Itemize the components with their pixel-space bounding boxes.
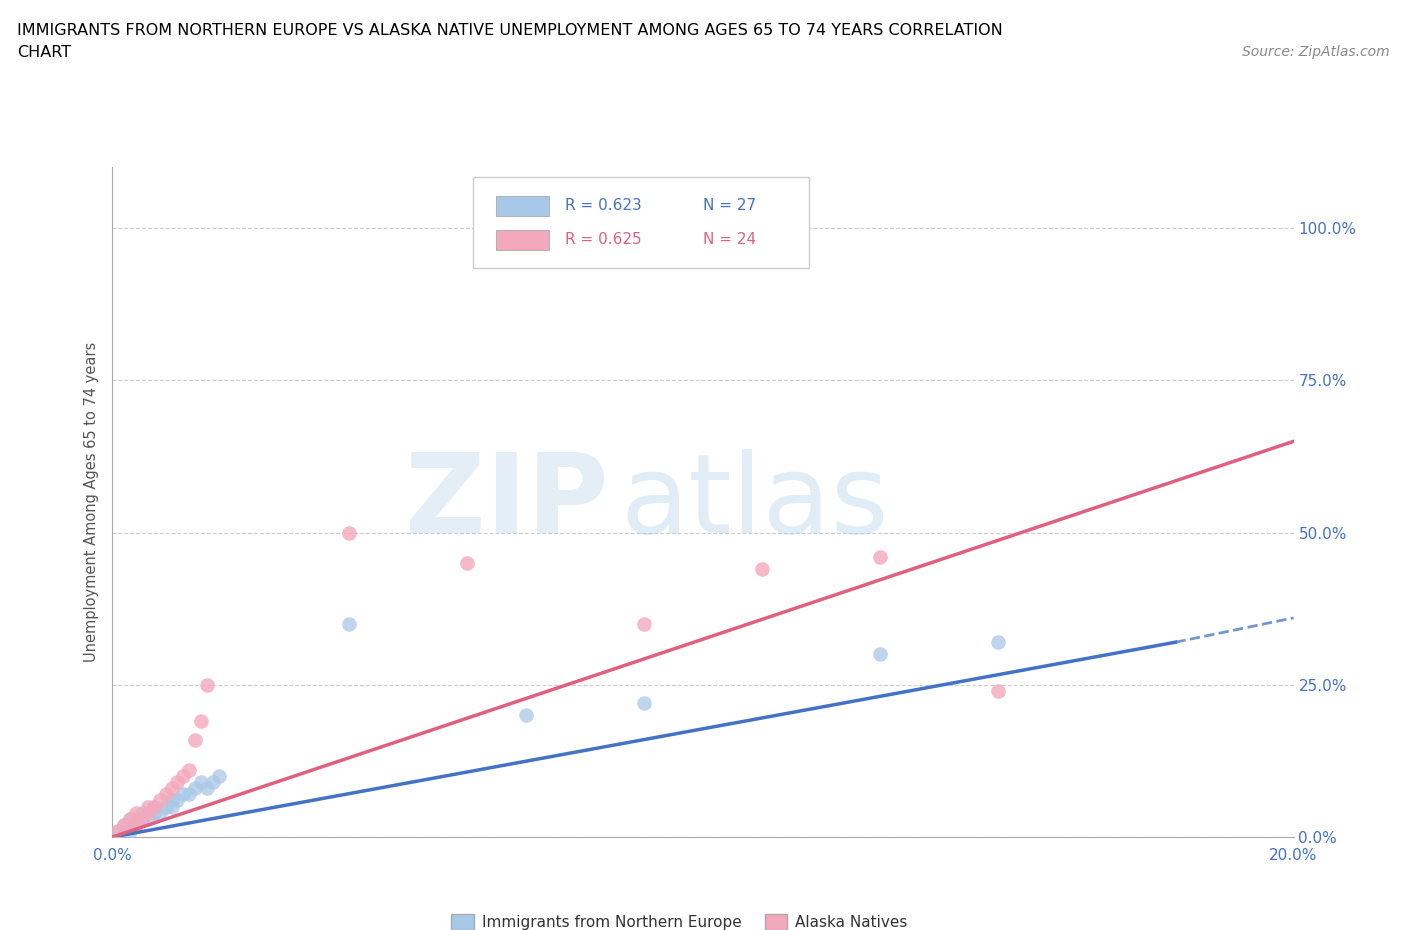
Text: CHART: CHART <box>17 45 70 60</box>
Point <box>869 550 891 565</box>
Point <box>190 714 212 729</box>
Point <box>131 805 153 820</box>
Text: R = 0.623: R = 0.623 <box>565 198 641 213</box>
Point <box>456 555 478 570</box>
Point <box>149 805 172 820</box>
Point <box>195 781 218 796</box>
Point <box>125 817 148 832</box>
Point <box>208 769 231 784</box>
Text: 20.0%: 20.0% <box>1270 848 1317 863</box>
Point <box>131 811 153 826</box>
Point <box>112 817 135 832</box>
Point <box>125 805 148 820</box>
Point <box>112 817 135 832</box>
Point <box>107 823 129 838</box>
Point <box>633 696 655 711</box>
Point <box>201 775 224 790</box>
Point <box>195 677 218 692</box>
Point <box>184 732 207 747</box>
Text: atlas: atlas <box>620 448 889 556</box>
Point <box>987 635 1010 650</box>
Point <box>120 811 142 826</box>
Point <box>160 799 183 814</box>
Point <box>155 799 177 814</box>
Point <box>184 781 207 796</box>
Point <box>172 787 194 802</box>
Point <box>160 781 183 796</box>
Point <box>107 823 129 838</box>
Text: Source: ZipAtlas.com: Source: ZipAtlas.com <box>1241 45 1389 59</box>
Point <box>142 799 165 814</box>
Text: N = 27: N = 27 <box>703 198 756 213</box>
Point <box>166 793 188 808</box>
Point <box>136 799 159 814</box>
Point <box>751 562 773 577</box>
Point <box>337 617 360 631</box>
Point <box>869 647 891 662</box>
Point <box>142 799 165 814</box>
Point <box>633 239 655 254</box>
Point <box>131 811 153 826</box>
Text: R = 0.625: R = 0.625 <box>565 232 641 247</box>
Point <box>179 763 201 777</box>
FancyBboxPatch shape <box>472 178 810 268</box>
Text: IMMIGRANTS FROM NORTHERN EUROPE VS ALASKA NATIVE UNEMPLOYMENT AMONG AGES 65 TO 7: IMMIGRANTS FROM NORTHERN EUROPE VS ALASK… <box>17 23 1002 38</box>
Point <box>120 823 142 838</box>
Y-axis label: Unemployment Among Ages 65 to 74 years: Unemployment Among Ages 65 to 74 years <box>84 342 100 662</box>
Point <box>515 708 537 723</box>
Text: ZIP: ZIP <box>405 448 609 556</box>
Point <box>166 775 188 790</box>
Point <box>149 793 172 808</box>
Point <box>125 817 148 832</box>
Legend: Immigrants from Northern Europe, Alaska Natives: Immigrants from Northern Europe, Alaska … <box>446 909 914 930</box>
Point <box>179 787 201 802</box>
Point <box>633 617 655 631</box>
Point <box>136 811 159 826</box>
Point <box>160 793 183 808</box>
Text: N = 24: N = 24 <box>703 232 756 247</box>
Point <box>337 525 360 540</box>
Point <box>142 805 165 820</box>
Point <box>172 769 194 784</box>
Bar <box>496 230 550 249</box>
Text: 0.0%: 0.0% <box>93 848 132 863</box>
Point <box>136 805 159 820</box>
Point <box>987 684 1010 698</box>
Point <box>120 811 142 826</box>
Point <box>155 787 177 802</box>
Bar <box>496 195 550 216</box>
Point <box>190 775 212 790</box>
